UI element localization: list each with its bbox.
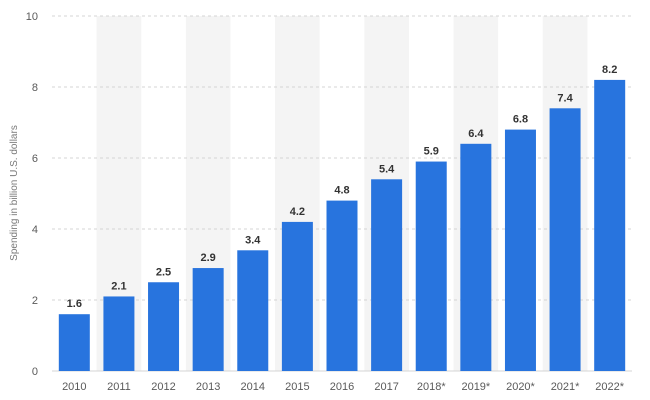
x-axis-ticks: 2010 2011 2012 2013 2014 2015 2016 2017 2018* 201… [62,381,625,393]
x-tick-label: 2019* [461,381,490,393]
x-tick-label: 2012 [151,381,175,393]
x-tick-label: 2021* [551,381,580,393]
data-label: 4.8 [334,185,349,197]
bar [460,143,492,371]
data-label: 5.4 [379,163,395,175]
x-tick-label: 2018* [417,381,446,393]
data-labels: 1.6 2.1 2.5 2.9 3.4 4.2 4.8 5.4 5.9 6.4 6.8 7.4 8.2 [67,64,618,310]
bar [192,268,224,371]
y-tick-label: 2 [32,295,38,307]
y-tick-label: 10 [26,11,38,23]
data-label: 2.5 [156,266,171,278]
bar [326,200,358,371]
x-tick-label: 2020* [506,381,535,393]
data-label: 4.2 [290,206,305,218]
data-label: 3.4 [245,234,261,246]
x-tick-label: 2016 [330,381,354,393]
data-label: 2.9 [201,252,216,264]
y-axis-ticks: 0 2 4 6 8 10 [26,11,38,378]
bar [549,108,581,372]
y-tick-label: 6 [32,153,38,165]
y-axis-label: Spending in billion U.S. dollars [9,125,20,261]
y-tick-label: 8 [32,82,38,94]
x-tick-label: 2015 [285,381,309,393]
bar [237,250,269,371]
data-label: 6.8 [513,114,528,126]
data-label: 8.2 [602,64,617,76]
bar [504,129,536,371]
bar [281,221,313,371]
x-tick-label: 2010 [62,381,86,393]
bar [594,79,626,372]
bar [103,296,135,371]
bars [58,79,626,372]
x-tick-label: 2014 [241,381,265,393]
bar [58,314,90,371]
data-label: 2.1 [111,280,126,292]
bar [371,179,403,371]
y-tick-label: 4 [32,224,38,236]
x-tick-label: 2017 [374,381,398,393]
data-label: 5.9 [424,146,439,158]
data-label: 7.4 [557,92,573,104]
data-label: 1.6 [67,298,82,310]
x-tick-label: 2022* [595,381,624,393]
x-tick-label: 2011 [107,381,131,393]
y-tick-label: 0 [32,366,38,378]
x-tick-label: 2013 [196,381,220,393]
bar [148,282,180,371]
data-label: 6.4 [468,128,484,140]
bar [415,161,447,371]
